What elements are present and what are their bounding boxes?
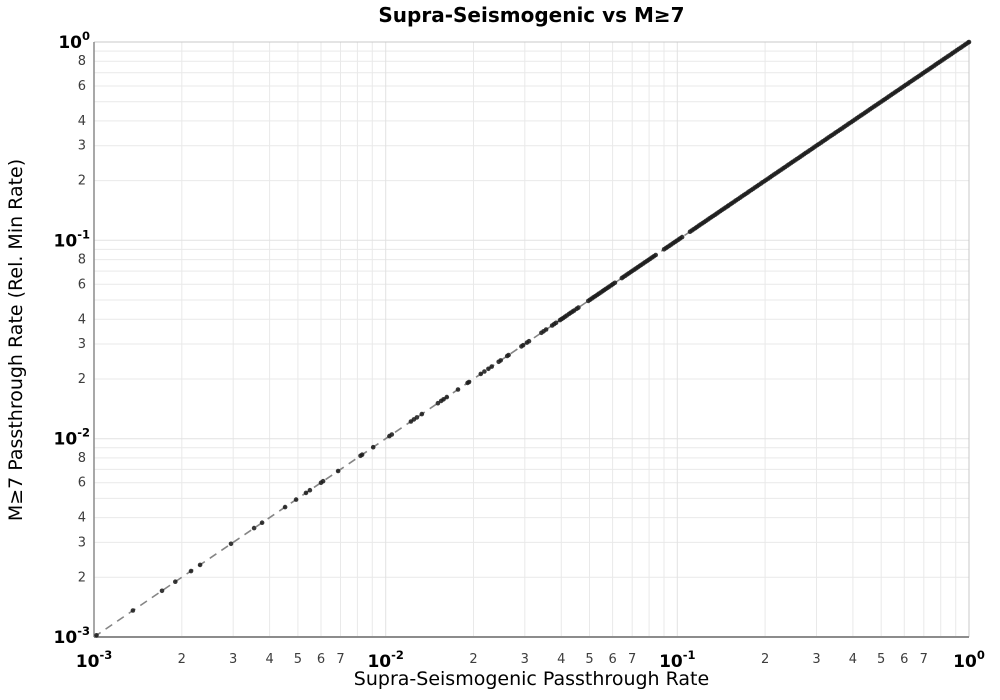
- x-minor-tick-label: 2: [178, 652, 186, 667]
- x-minor-tick-label: 3: [812, 652, 820, 667]
- y-minor-tick-label: 6: [78, 476, 86, 491]
- x-minor-tick-label: 6: [900, 652, 908, 667]
- y-minor-tick-label: 4: [78, 114, 86, 129]
- x-minor-tick-label: 7: [336, 652, 344, 667]
- y-major-tick-label: 10-1: [54, 227, 90, 251]
- y-minor-tick-label: 4: [78, 511, 86, 526]
- x-minor-tick-label: 7: [628, 652, 636, 667]
- x-axis-label: Supra-Seismogenic Passthrough Rate: [353, 668, 710, 690]
- y-minor-tick-label: 8: [78, 54, 86, 69]
- x-minor-tick-label: 5: [877, 652, 885, 667]
- y-major-tick-label: 100: [58, 29, 90, 53]
- axes-spines: [93, 41, 970, 638]
- y-minor-tick-label: 3: [78, 337, 86, 352]
- y-axis-label: M≥7 Passthrough Rate (Rel. Min Rate): [5, 158, 27, 522]
- y-minor-tick-label: 2: [78, 174, 86, 189]
- y-minor-tick-label: 2: [78, 570, 86, 585]
- y-minor-tick-label: 3: [78, 139, 86, 154]
- chart-title: Supra-Seismogenic vs M≥7: [378, 3, 685, 27]
- y-minor-tick-label: 6: [78, 277, 86, 292]
- x-minor-tick-label: 7: [920, 652, 928, 667]
- x-minor-tick-label: 5: [585, 652, 593, 667]
- y-minor-tick-label: 3: [78, 535, 86, 550]
- y-major-tick-label: 10-2: [54, 426, 90, 450]
- x-minor-tick-label: 4: [265, 652, 273, 667]
- y-minor-tick-label: 2: [78, 372, 86, 387]
- scatter-points: [94, 39, 972, 638]
- x-minor-tick-label: 3: [229, 652, 237, 667]
- x-major-tick-label: 10-3: [76, 648, 112, 672]
- y-minor-tick-label: 8: [78, 253, 86, 268]
- y-minor-tick-label: 6: [78, 79, 86, 94]
- y-major-tick-label: 10-3: [54, 624, 90, 648]
- y-minor-tick-label: 8: [78, 451, 86, 466]
- x-minor-tick-label: 4: [557, 652, 565, 667]
- x-minor-tick-label: 2: [469, 652, 477, 667]
- x-minor-tick-label: 2: [761, 652, 769, 667]
- x-minor-tick-label: 5: [294, 652, 302, 667]
- x-minor-tick-label: 3: [521, 652, 529, 667]
- x-minor-tick-label: 4: [849, 652, 857, 667]
- x-minor-tick-label: 6: [608, 652, 616, 667]
- gridlines: [93, 41, 970, 638]
- x-minor-tick-label: 6: [317, 652, 325, 667]
- y-minor-tick-label: 4: [78, 312, 86, 327]
